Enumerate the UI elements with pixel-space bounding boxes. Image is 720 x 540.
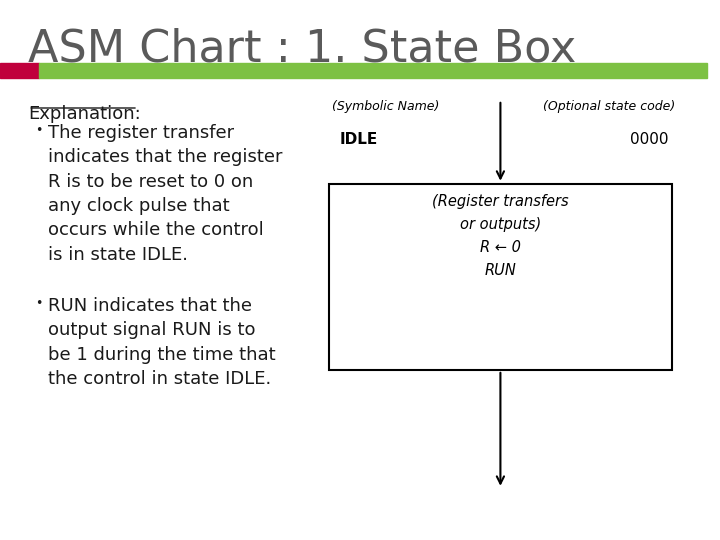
Bar — [39, 63, 707, 78]
Text: •: • — [35, 124, 42, 137]
Text: RUN indicates that the
output signal RUN is to
be 1 during the time that
the con: RUN indicates that the output signal RUN… — [48, 297, 276, 388]
Text: (Symbolic Name): (Symbolic Name) — [333, 100, 440, 113]
Text: ASM Chart : 1. State Box: ASM Chart : 1. State Box — [28, 27, 577, 70]
Text: (Register transfers
or outputs)
R ← 0
RUN: (Register transfers or outputs) R ← 0 RU… — [432, 194, 569, 278]
Text: The register transfer
indicates that the register
R is to be reset to 0 on
any c: The register transfer indicates that the… — [48, 124, 282, 264]
Text: •: • — [35, 297, 42, 310]
Bar — [329, 184, 672, 370]
Text: (Optional state code): (Optional state code) — [543, 100, 675, 113]
Text: 0000: 0000 — [630, 132, 668, 147]
Text: IDLE: IDLE — [340, 132, 378, 147]
Text: Explanation:: Explanation: — [28, 105, 141, 123]
Bar — [0, 63, 39, 78]
